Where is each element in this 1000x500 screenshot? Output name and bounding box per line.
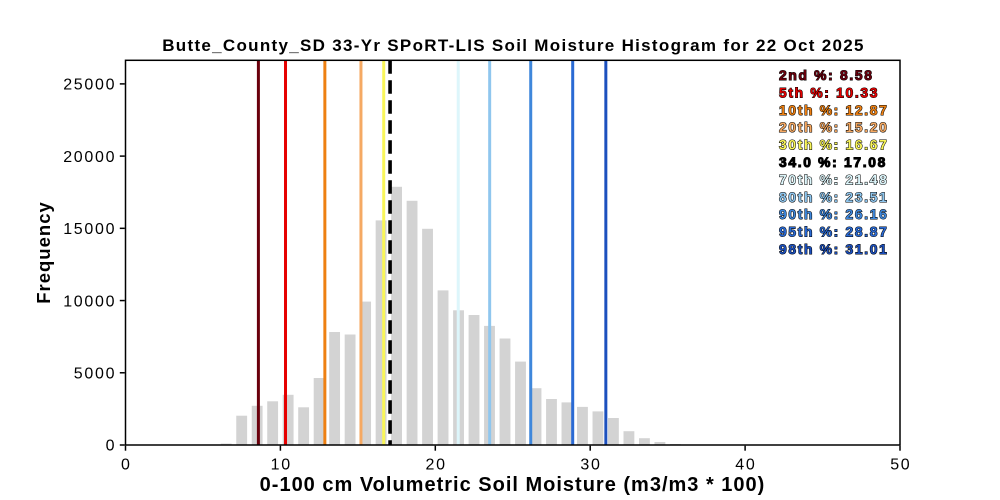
svg-text:2nd %: 8.58: 2nd %: 8.58 xyxy=(779,68,874,83)
svg-text:30th %: 16.67: 30th %: 16.67 xyxy=(779,138,889,153)
svg-text:15000: 15000 xyxy=(63,221,116,238)
svg-text:20th %: 15.20: 20th %: 15.20 xyxy=(779,120,889,135)
svg-text:0-100 cm Volumetric Soil Moist: 0-100 cm Volumetric Soil Moisture (m3/m3… xyxy=(260,474,766,496)
svg-text:40: 40 xyxy=(735,457,756,474)
svg-text:10th %: 12.87: 10th %: 12.87 xyxy=(779,103,889,118)
svg-text:95th %: 28.87: 95th %: 28.87 xyxy=(779,225,889,240)
svg-text:98th %: 31.01: 98th %: 31.01 xyxy=(779,242,889,257)
svg-text:70th %: 21.48: 70th %: 21.48 xyxy=(779,172,889,187)
svg-text:80th %: 23.51: 80th %: 23.51 xyxy=(779,190,889,205)
svg-text:Frequency: Frequency xyxy=(33,201,54,304)
svg-text:5000: 5000 xyxy=(74,365,116,382)
svg-text:20000: 20000 xyxy=(63,149,116,166)
svg-text:90th %: 26.16: 90th %: 26.16 xyxy=(779,207,889,222)
svg-text:Butte_County_SD 33-Yr SPoRT-LI: Butte_County_SD 33-Yr SPoRT-LIS Soil Moi… xyxy=(162,36,865,55)
svg-text:0: 0 xyxy=(106,438,117,455)
svg-text:34.0 %: 17.08: 34.0 %: 17.08 xyxy=(779,155,887,170)
svg-text:25000: 25000 xyxy=(63,77,116,94)
svg-text:50: 50 xyxy=(890,457,911,474)
svg-text:10000: 10000 xyxy=(63,293,116,310)
svg-text:30: 30 xyxy=(580,457,601,474)
svg-text:0: 0 xyxy=(121,457,132,474)
svg-text:5th %: 10.33: 5th %: 10.33 xyxy=(779,85,879,100)
svg-text:20: 20 xyxy=(425,457,446,474)
svg-text:10: 10 xyxy=(271,457,292,474)
